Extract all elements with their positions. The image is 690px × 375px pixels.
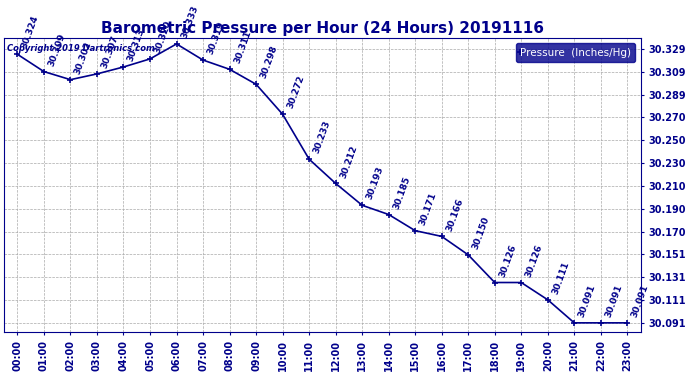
- Text: 30.309: 30.309: [47, 32, 67, 68]
- Title: Barometric Pressure per Hour (24 Hours) 20191116: Barometric Pressure per Hour (24 Hours) …: [101, 21, 544, 36]
- Text: 30.272: 30.272: [286, 75, 306, 110]
- Text: 30.311: 30.311: [233, 30, 253, 65]
- Pressure  (Inches/Hg): [517, 280, 525, 285]
- Pressure  (Inches/Hg): [411, 228, 420, 233]
- Pressure  (Inches/Hg): [119, 65, 128, 69]
- Pressure  (Inches/Hg): [623, 321, 631, 325]
- Pressure  (Inches/Hg): [252, 82, 260, 87]
- Pressure  (Inches/Hg): [146, 57, 154, 61]
- Pressure  (Inches/Hg): [93, 72, 101, 76]
- Text: 30.324: 30.324: [20, 15, 41, 50]
- Pressure  (Inches/Hg): [437, 234, 446, 238]
- Pressure  (Inches/Hg): [172, 42, 181, 46]
- Legend: Pressure  (Inches/Hg): Pressure (Inches/Hg): [516, 44, 635, 62]
- Text: 30.091: 30.091: [577, 283, 598, 319]
- Pressure  (Inches/Hg): [491, 280, 499, 285]
- Pressure  (Inches/Hg): [199, 58, 207, 62]
- Text: 30.166: 30.166: [444, 197, 465, 232]
- Text: 30.298: 30.298: [259, 45, 279, 80]
- Text: 30.150: 30.150: [471, 215, 491, 250]
- Text: 30.302: 30.302: [73, 40, 93, 75]
- Text: 30.185: 30.185: [391, 175, 412, 210]
- Text: 30.171: 30.171: [418, 191, 438, 226]
- Pressure  (Inches/Hg): [358, 203, 366, 207]
- Text: Copyright 2019 Dartronics.com: Copyright 2019 Dartronics.com: [8, 44, 155, 53]
- Text: 30.111: 30.111: [551, 260, 571, 296]
- Pressure  (Inches/Hg): [40, 69, 48, 74]
- Pressure  (Inches/Hg): [331, 181, 339, 186]
- Pressure  (Inches/Hg): [226, 67, 234, 72]
- Pressure  (Inches/Hg): [384, 212, 393, 217]
- Text: 30.091: 30.091: [630, 283, 651, 319]
- Text: 30.333: 30.333: [179, 4, 199, 40]
- Text: 30.126: 30.126: [524, 243, 544, 278]
- Pressure  (Inches/Hg): [13, 52, 21, 57]
- Text: 30.320: 30.320: [152, 20, 173, 55]
- Text: 30.091: 30.091: [604, 283, 624, 319]
- Pressure  (Inches/Hg): [464, 253, 473, 257]
- Text: 30.319: 30.319: [206, 20, 226, 56]
- Line: Pressure  (Inches/Hg): Pressure (Inches/Hg): [14, 41, 630, 326]
- Pressure  (Inches/Hg): [279, 112, 287, 117]
- Text: 30.126: 30.126: [497, 243, 518, 278]
- Pressure  (Inches/Hg): [305, 157, 313, 161]
- Pressure  (Inches/Hg): [66, 77, 75, 82]
- Pressure  (Inches/Hg): [544, 297, 552, 302]
- Text: 30.313: 30.313: [126, 27, 146, 63]
- Pressure  (Inches/Hg): [597, 321, 605, 325]
- Text: 30.193: 30.193: [365, 165, 385, 201]
- Text: 30.233: 30.233: [312, 120, 332, 155]
- Pressure  (Inches/Hg): [570, 321, 578, 325]
- Text: 30.307: 30.307: [100, 34, 120, 70]
- Text: 30.212: 30.212: [338, 144, 359, 179]
